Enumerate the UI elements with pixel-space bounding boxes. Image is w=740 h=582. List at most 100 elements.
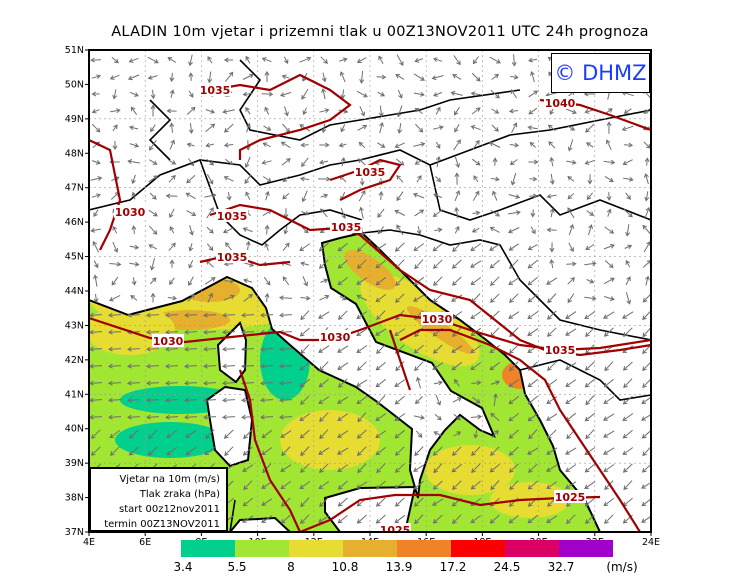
isobar-label-bg	[330, 220, 362, 233]
wind-arrow	[453, 55, 461, 66]
wind-arrow	[91, 159, 101, 165]
wind-arrow	[108, 380, 122, 386]
wind-arrow	[111, 276, 119, 286]
wind-arrow	[452, 276, 462, 286]
isobar-line	[89, 139, 122, 251]
wind-arrow	[584, 497, 595, 507]
wind-arrow	[241, 312, 255, 318]
wind-arrow	[378, 55, 384, 64]
wind-arrow	[204, 447, 216, 456]
wind-arrow	[566, 514, 576, 524]
wind-arrow	[508, 395, 520, 405]
wind-arrow	[203, 363, 217, 369]
wind-arrow	[359, 106, 366, 117]
wind-arrow	[415, 376, 421, 389]
wind-arrow	[223, 57, 234, 63]
wind-arrow	[435, 394, 442, 406]
wind-arrow	[642, 310, 651, 321]
wind-arrow	[454, 172, 460, 185]
wind-arrow	[319, 497, 329, 508]
wind-arrow	[184, 329, 198, 335]
wind-arrow	[318, 447, 330, 455]
wind-arrow	[337, 242, 349, 252]
wind-arrow	[109, 261, 122, 267]
wind-arrow	[319, 429, 329, 440]
wind-arrow	[284, 106, 289, 117]
wind-arrow	[622, 311, 634, 319]
wind-arrow	[546, 413, 558, 421]
wind-arrow	[337, 277, 349, 286]
wind-arrow	[565, 362, 577, 370]
wind-arrow	[241, 329, 255, 335]
wind-arrow	[261, 447, 273, 456]
wind-arrow	[511, 122, 518, 134]
wind-arrow	[337, 480, 348, 490]
wind-arrow	[489, 56, 501, 64]
colorbar-label: 13.9	[386, 560, 413, 574]
wind-arrow	[188, 122, 194, 134]
wind-arrow	[203, 346, 217, 352]
wind-arrow	[470, 345, 482, 354]
wind-arrow	[565, 328, 577, 336]
wind-arrow	[623, 176, 634, 182]
wind-arrow	[492, 190, 498, 201]
wind-arrow	[280, 464, 292, 472]
isobars	[89, 73, 651, 532]
wind-arrow	[146, 397, 160, 403]
wind-arrow	[510, 89, 517, 99]
wind-arrow	[585, 123, 595, 133]
wind-arrow	[375, 294, 387, 303]
wind-arrow	[414, 159, 423, 165]
wind-arrow	[471, 72, 481, 82]
wind-arrow	[357, 242, 367, 252]
wind-arrow	[222, 312, 236, 318]
wind-arrow	[509, 463, 519, 473]
wind-arrow	[223, 294, 236, 301]
wind-arrow	[548, 141, 556, 149]
wind-arrow	[318, 481, 330, 490]
wind-arrow	[148, 175, 159, 183]
wind-arrow	[168, 159, 177, 165]
wind-arrow	[394, 328, 406, 336]
wind-arrow	[300, 514, 310, 524]
wind-arrow	[509, 497, 519, 507]
lat-label: 44N	[65, 286, 84, 297]
wind-arrow	[508, 277, 520, 286]
wind-arrow	[203, 312, 217, 318]
wind-arrow	[148, 225, 158, 235]
wind-arrow	[283, 56, 289, 65]
wind-arrow	[397, 89, 403, 99]
wind-arrow	[91, 429, 101, 439]
wind-arrow	[567, 277, 575, 285]
wind-arrow	[91, 446, 101, 456]
wind-arrow	[567, 139, 574, 152]
wind-arrow	[622, 395, 633, 405]
wind-arrow	[320, 56, 328, 64]
colorbar-swatch	[559, 540, 613, 557]
wind-arrow	[320, 208, 328, 218]
wind-arrow	[223, 142, 234, 148]
wind-arrow	[302, 107, 308, 116]
wind-arrow	[188, 90, 194, 98]
isobar-label: 1035	[217, 251, 248, 264]
wind-arrow	[299, 429, 310, 439]
wind-arrow	[359, 71, 365, 84]
wind-arrow	[246, 122, 251, 133]
wind-arrow	[394, 242, 405, 252]
wind-arrow	[641, 463, 651, 473]
wind-arrow	[112, 225, 118, 234]
wind-arrow	[492, 157, 498, 166]
wind-arrow	[165, 329, 179, 335]
wind-arrow	[413, 344, 424, 354]
wind-arrow	[319, 361, 329, 371]
wind-arrow	[507, 227, 520, 234]
wind-arrow	[111, 56, 119, 64]
wind-arrow	[527, 412, 539, 422]
wind-arrow	[453, 106, 460, 116]
wind-arrow	[546, 227, 557, 233]
wind-arrow	[108, 363, 122, 369]
wind-arrow	[169, 139, 175, 150]
wind-arrow	[490, 293, 500, 303]
wind-arrow	[320, 278, 329, 284]
wind-arrow	[356, 90, 368, 98]
